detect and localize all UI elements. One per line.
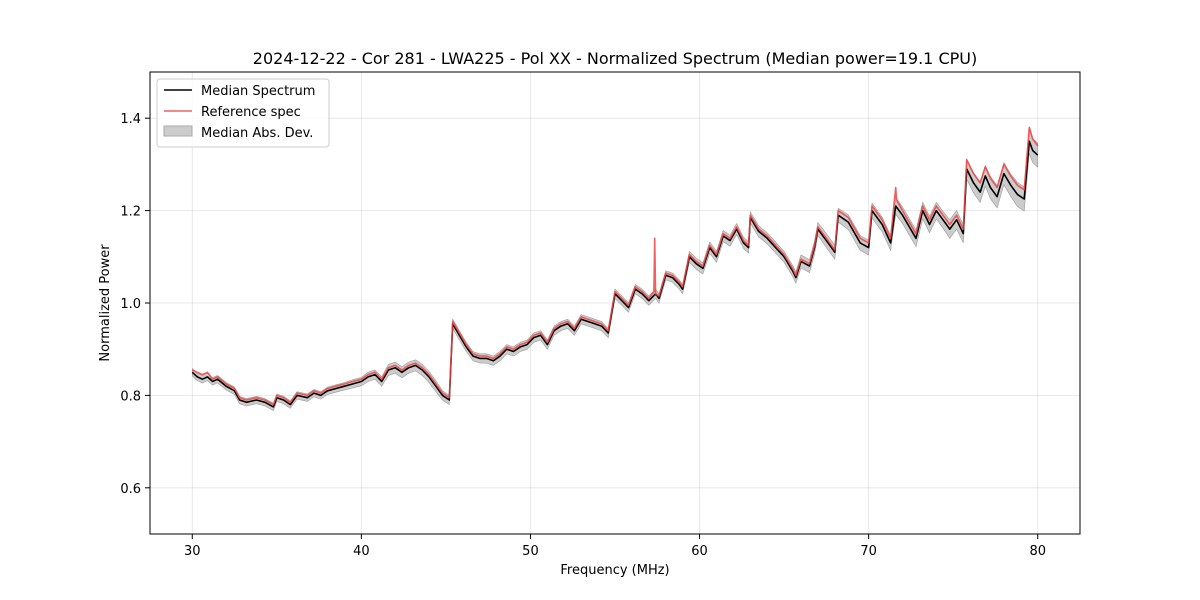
legend: Median Spectrum Reference spec Median Ab…	[156, 78, 330, 148]
legend-box	[156, 78, 330, 148]
x-tick-label: 30	[184, 544, 201, 559]
y-tick-label: 0.6	[120, 482, 141, 497]
reference-spec-line	[191, 126, 1039, 406]
x-tick-label: 50	[522, 544, 539, 559]
chart-title: 2024-12-22 - Cor 281 - LWA225 - Pol XX -…	[253, 49, 977, 68]
y-tick-label: 1.4	[120, 112, 141, 127]
y-tick-label: 1.2	[120, 205, 141, 220]
series-layer	[191, 126, 1039, 408]
legend-mad-label: Median Abs. Dev.	[201, 126, 313, 141]
x-axis-label: Frequency (MHz)	[560, 563, 669, 578]
y-axis-label: Normalized Power	[98, 244, 113, 362]
legend-mad-swatch	[163, 125, 193, 137]
legend-reference-label: Reference spec	[201, 105, 301, 120]
legend-median-label: Median Spectrum	[201, 84, 315, 99]
mad-band-layer	[192, 129, 1038, 412]
x-tick-label: 70	[860, 544, 877, 559]
median-spectrum-line	[191, 140, 1039, 408]
x-tick-label: 40	[353, 544, 370, 559]
y-tick-label: 0.8	[120, 389, 141, 404]
x-tick-label: 60	[691, 544, 708, 559]
axis-ticks: 30 40 50 60 70 80 0.6 0.8 1.0 1.2 1.4	[120, 112, 1046, 559]
mad-band	[192, 129, 1038, 412]
y-tick-label: 1.0	[120, 297, 141, 312]
x-tick-label: 80	[1029, 544, 1046, 559]
